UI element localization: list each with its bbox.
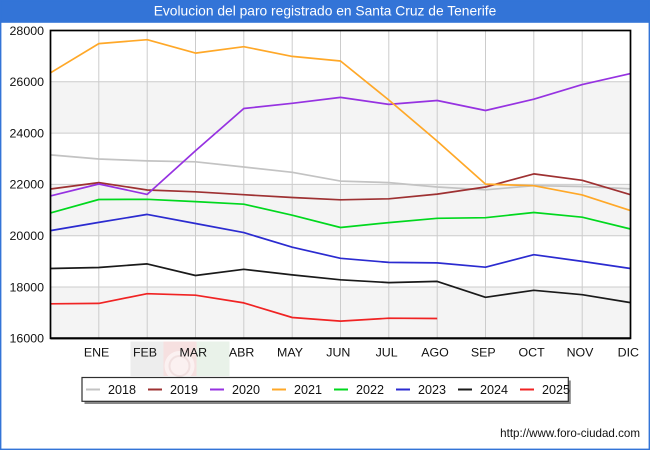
svg-text:http://www.foro-ciudad.com: http://www.foro-ciudad.com <box>500 427 640 440</box>
svg-text:SEP: SEP <box>471 346 496 360</box>
svg-text:2024: 2024 <box>480 383 508 397</box>
svg-text:16000: 16000 <box>10 332 45 346</box>
svg-text:22000: 22000 <box>10 178 45 192</box>
svg-text:AGO: AGO <box>421 346 449 360</box>
svg-text:2019: 2019 <box>170 383 198 397</box>
svg-text:28000: 28000 <box>10 24 45 38</box>
svg-text:OCT: OCT <box>519 346 546 360</box>
svg-text:JUL: JUL <box>376 346 398 360</box>
svg-text:24000: 24000 <box>10 126 45 140</box>
svg-text:MAY: MAY <box>277 346 303 360</box>
svg-text:20000: 20000 <box>10 229 45 243</box>
svg-text:DIC: DIC <box>618 346 639 360</box>
svg-text:2023: 2023 <box>418 383 446 397</box>
svg-text:2022: 2022 <box>356 383 384 397</box>
svg-text:JUN: JUN <box>326 346 350 360</box>
svg-text:ABR: ABR <box>229 346 255 360</box>
svg-text:18000: 18000 <box>10 280 45 294</box>
svg-text:ENE: ENE <box>84 346 109 360</box>
svg-text:NOV: NOV <box>567 346 595 360</box>
svg-text:2021: 2021 <box>294 383 322 397</box>
svg-text:FEB: FEB <box>133 346 157 360</box>
svg-text:MAR: MAR <box>180 346 208 360</box>
svg-text:Evolucion del paro registrado: Evolucion del paro registrado en Santa C… <box>154 4 497 19</box>
svg-text:26000: 26000 <box>10 75 45 89</box>
svg-text:2025: 2025 <box>542 383 570 397</box>
svg-text:2018: 2018 <box>108 383 136 397</box>
svg-text:2020: 2020 <box>232 383 260 397</box>
